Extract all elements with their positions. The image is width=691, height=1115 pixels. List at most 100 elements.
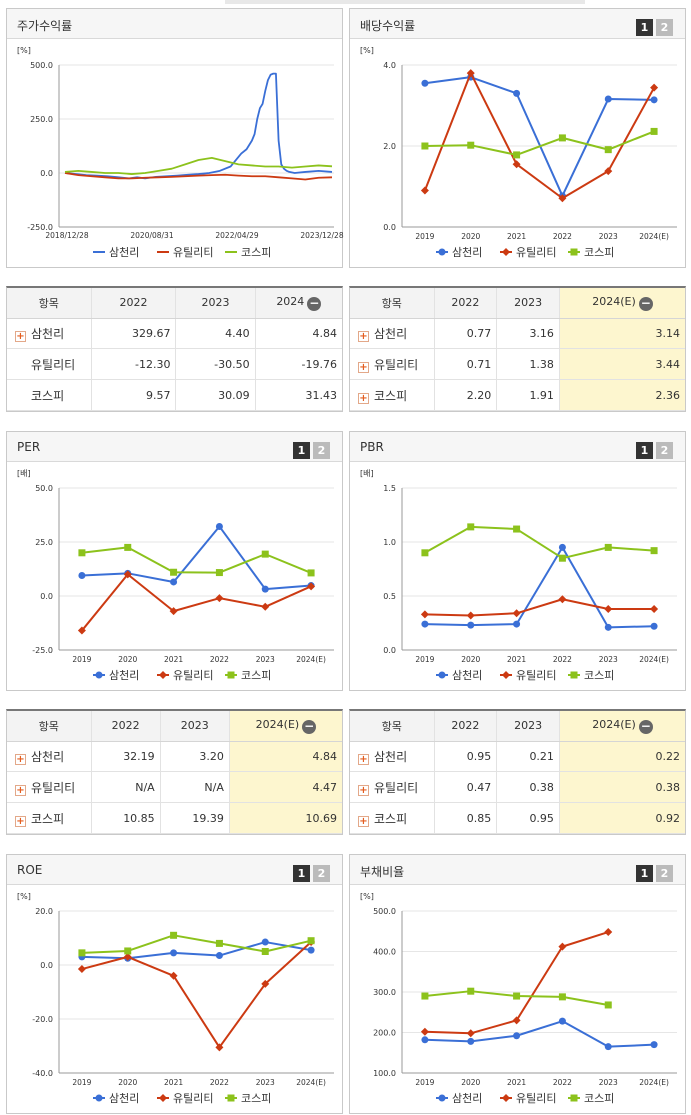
row-label: 삼천리 <box>31 749 65 764</box>
expand-plus-icon[interactable]: + <box>358 815 369 827</box>
x-tick-label: 2023/12/28 <box>300 231 343 240</box>
panel-title: 배당수익률 <box>360 19 416 33</box>
chart-page-2-button[interactable]: 2 <box>313 442 330 459</box>
chart-page-1-button[interactable]: 1 <box>636 865 653 882</box>
data-point <box>78 571 86 579</box>
row-label: 코스피 <box>31 811 65 826</box>
series-line <box>81 546 312 574</box>
legend-marker <box>438 1094 446 1102</box>
table-row: + 삼천리 0.95 0.21 0.22 <box>350 741 685 773</box>
y-tick-label: 0.0 <box>40 961 53 970</box>
series-line <box>64 172 333 181</box>
chart-page-2-button[interactable]: 2 <box>656 442 673 459</box>
x-tick-label: 2022/04/29 <box>215 231 258 240</box>
series-line <box>423 72 655 200</box>
y-tick-label: 200.0 <box>373 1029 396 1038</box>
table-cell: -12.30 <box>90 348 176 381</box>
legend-label: 삼천리 <box>452 1091 482 1105</box>
data-point <box>512 609 521 618</box>
stock-return-table: 항목 2022 2023 2024− + 삼천리 329.67 4.40 4.84… <box>6 286 343 412</box>
data-point <box>421 79 429 87</box>
x-tick-label: 2019 <box>72 655 91 664</box>
debt-ratio-chart: [%] 500.0 400.0 300.0 200.0 100.0 2019 2020 2021… <box>360 892 677 1105</box>
expand-plus-icon[interactable]: + <box>15 330 26 342</box>
y-tick-label: 400.0 <box>373 948 396 957</box>
x-tick-label: 2024(E) <box>296 655 326 664</box>
expand-plus-icon[interactable]: + <box>15 815 26 827</box>
legend-marker <box>438 248 446 256</box>
expand-plus-icon[interactable]: + <box>15 784 26 796</box>
expand-plus-icon[interactable]: + <box>358 753 369 765</box>
row-label: 코스피 <box>374 811 408 826</box>
legend-label: 코스피 <box>241 246 271 259</box>
table-cell: 3.16 <box>496 318 560 350</box>
y-tick-label: 500.0 <box>30 61 53 70</box>
series-line <box>64 156 333 175</box>
chart-page-1-button[interactable]: 1 <box>293 865 310 882</box>
col-header-2023: 2023 <box>175 288 256 319</box>
col-header-item: 항목 <box>7 711 91 742</box>
expand-plus-icon[interactable]: + <box>358 330 369 342</box>
data-point <box>466 1029 475 1038</box>
chart-page-1-button[interactable]: 1 <box>636 442 653 459</box>
x-tick-label: 2018/12/28 <box>45 231 88 240</box>
x-tick-label: 2023 <box>599 232 618 241</box>
data-point <box>558 595 567 604</box>
legend-marker <box>438 671 446 679</box>
table-row: + 코스피 2.20 1.91 2.36 <box>350 379 685 411</box>
x-tick-label: 2020 <box>118 655 137 664</box>
row-label: 코스피 <box>31 388 65 403</box>
data-point <box>261 602 270 611</box>
collapse-icon[interactable]: − <box>307 295 322 311</box>
table-cell: 0.71 <box>433 348 497 381</box>
chart-page-2-button[interactable]: 2 <box>656 865 673 882</box>
collapse-icon[interactable]: − <box>638 718 653 734</box>
data-point <box>604 1043 612 1051</box>
data-point <box>215 569 223 577</box>
chart-page-1-button[interactable]: 1 <box>293 442 310 459</box>
col-header-2023: 2023 <box>496 288 560 319</box>
data-point <box>420 186 429 195</box>
data-point <box>77 626 86 635</box>
collapse-icon[interactable]: − <box>638 295 653 311</box>
legend-label: 유틸리티 <box>173 246 213 259</box>
data-point <box>513 89 521 97</box>
legend-marker <box>95 1094 103 1102</box>
table-cell: 2.20 <box>433 379 497 411</box>
data-point <box>558 543 566 551</box>
table-row: + 삼천리 32.19 3.20 4.84 <box>7 741 342 773</box>
data-point <box>169 971 178 980</box>
x-tick-label: 2022 <box>553 655 572 664</box>
x-tick-label: 2022 <box>553 232 572 241</box>
collapse-icon[interactable]: − <box>302 718 317 734</box>
chart-page-2-button[interactable]: 2 <box>656 19 673 36</box>
row-label: 유틸리티 <box>31 780 76 795</box>
expand-plus-icon[interactable]: + <box>358 392 369 404</box>
data-point <box>261 938 269 946</box>
chart-page-2-button[interactable]: 2 <box>313 865 330 882</box>
panel-title: 주가수익률 <box>17 19 73 33</box>
table-cell: 2.36 <box>558 379 685 411</box>
legend-marker <box>95 671 103 679</box>
series-line <box>424 546 655 629</box>
data-point <box>421 549 429 557</box>
expand-plus-icon[interactable]: + <box>358 361 369 373</box>
table-cell: 9.57 <box>90 379 176 411</box>
legend-label: 유틸리티 <box>173 1092 213 1105</box>
pbr-chart: [배] 1.5 1.0 0.5 0.0 2019 2020 2021 2022 2023 2024(… <box>360 469 677 682</box>
chart-page-1-button[interactable]: 1 <box>636 19 653 36</box>
y-tick-label: 300.0 <box>373 988 396 997</box>
table-row: + 코스피 0.85 0.95 0.92 <box>350 802 685 834</box>
axis-unit-label: [%] <box>360 892 374 901</box>
col-header-2023: 2023 <box>159 711 230 742</box>
y-tick-label: 1.5 <box>383 484 396 493</box>
expand-plus-icon[interactable]: + <box>358 784 369 796</box>
data-point <box>123 570 132 579</box>
y-tick-label: 0.5 <box>383 592 396 601</box>
expand-plus-icon[interactable]: + <box>15 753 26 765</box>
data-point <box>466 69 475 78</box>
pbr-table: 항목 2022 2023 2024(E) − + 삼천리 0.95 0.21 0.2… <box>349 709 686 835</box>
table-cell: 1.38 <box>496 348 560 381</box>
